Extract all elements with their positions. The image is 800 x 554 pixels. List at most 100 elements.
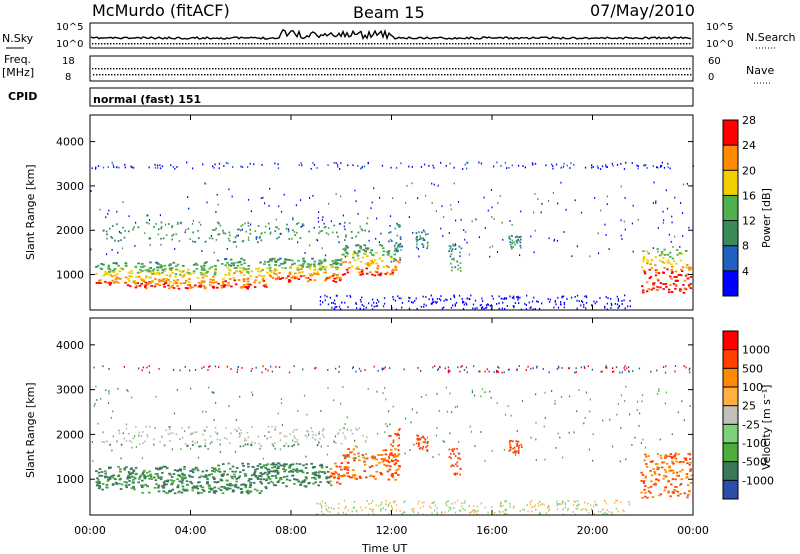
radar-echo	[274, 447, 276, 450]
radar-echo	[680, 268, 683, 271]
freq-dot	[602, 68, 604, 70]
radar-echo	[247, 166, 249, 168]
radar-echo	[293, 444, 295, 446]
radar-echo	[189, 470, 192, 472]
radar-echo	[163, 483, 166, 486]
radar-echo	[149, 425, 151, 428]
radar-echo	[217, 282, 220, 285]
radar-echo	[141, 266, 145, 269]
radar-echo	[135, 276, 138, 278]
radar-echo	[161, 165, 164, 168]
nave-dot	[405, 74, 407, 76]
radar-echo	[297, 259, 300, 262]
radar-echo	[250, 270, 253, 273]
radar-echo	[213, 486, 217, 489]
radar-echo	[108, 402, 110, 404]
radar-echo	[460, 366, 462, 368]
radar-echo	[530, 367, 532, 370]
radar-echo	[417, 502, 419, 505]
radar-echo	[259, 270, 263, 273]
radar-echo	[96, 399, 98, 401]
noise-search-dot	[524, 43, 526, 45]
radar-echo	[516, 445, 518, 447]
radar-echo	[232, 241, 235, 243]
radar-echo	[576, 307, 578, 310]
radar-echo	[370, 502, 372, 504]
radar-echo	[669, 275, 672, 278]
radar-echo	[339, 308, 342, 310]
radar-echo	[300, 481, 303, 484]
radar-echo	[295, 276, 298, 279]
radar-echo	[450, 298, 452, 300]
radar-echo	[352, 367, 354, 370]
radar-echo	[216, 259, 220, 262]
radar-echo	[233, 473, 236, 476]
radar-echo	[288, 279, 291, 281]
radar-echo	[269, 470, 273, 473]
radar-echo	[498, 510, 501, 513]
radar-echo	[273, 466, 277, 468]
radar-echo	[597, 252, 600, 255]
radar-echo	[412, 231, 414, 234]
radar-echo	[368, 230, 370, 233]
radar-echo	[207, 369, 209, 371]
radar-echo	[231, 465, 235, 468]
radar-echo	[387, 266, 390, 269]
radar-echo	[683, 279, 687, 282]
radar-echo	[344, 228, 346, 231]
velocity-colorbar-swatch	[723, 387, 738, 406]
noise-search-dot	[149, 43, 151, 45]
radar-echo	[355, 267, 358, 270]
radar-echo	[333, 262, 337, 265]
radar-echo	[159, 440, 161, 443]
freq-dot	[566, 68, 568, 70]
radar-echo	[652, 165, 654, 167]
noise-search-dot	[233, 43, 235, 45]
noise-search-dot	[284, 43, 286, 45]
radar-echo	[316, 444, 319, 447]
radar-echo	[344, 301, 346, 304]
radar-echo	[157, 486, 160, 489]
radar-echo	[180, 477, 184, 480]
radar-echo	[135, 221, 137, 224]
noise-search-dot	[356, 43, 358, 45]
radar-echo	[605, 165, 607, 168]
nave-dot	[642, 74, 644, 76]
radar-echo	[511, 235, 513, 237]
radar-echo	[453, 245, 456, 247]
radar-echo	[174, 167, 176, 170]
radar-echo	[399, 428, 401, 430]
radar-echo	[481, 388, 484, 391]
radar-echo	[619, 371, 621, 374]
radar-echo	[438, 453, 440, 456]
freq-dot	[143, 68, 145, 70]
radar-echo	[149, 271, 152, 274]
radar-echo	[194, 284, 197, 287]
radar-echo	[685, 266, 688, 269]
radar-echo	[219, 439, 222, 441]
freq-dot	[302, 68, 304, 70]
radar-echo	[689, 482, 693, 484]
freq-dot	[350, 68, 352, 70]
radar-echo	[161, 471, 164, 474]
noise-search-dot	[227, 43, 229, 45]
radar-echo	[563, 306, 565, 309]
noise-search-dot	[113, 43, 115, 45]
radar-echo	[344, 221, 346, 224]
radar-echo	[243, 473, 247, 475]
radar-echo	[475, 218, 477, 221]
freq-dot	[119, 68, 121, 70]
nave-dot	[264, 74, 266, 76]
radar-echo	[663, 266, 666, 269]
noise-search-dot	[434, 43, 436, 45]
radar-echo	[683, 492, 686, 495]
radar-echo	[421, 243, 424, 246]
radar-echo	[398, 444, 400, 446]
radar-echo	[460, 247, 463, 250]
radar-echo	[110, 275, 114, 278]
radar-echo	[264, 283, 268, 286]
nave-dot	[204, 74, 206, 76]
radar-echo	[141, 486, 144, 488]
radar-echo	[663, 469, 667, 471]
radar-echo	[623, 510, 625, 513]
